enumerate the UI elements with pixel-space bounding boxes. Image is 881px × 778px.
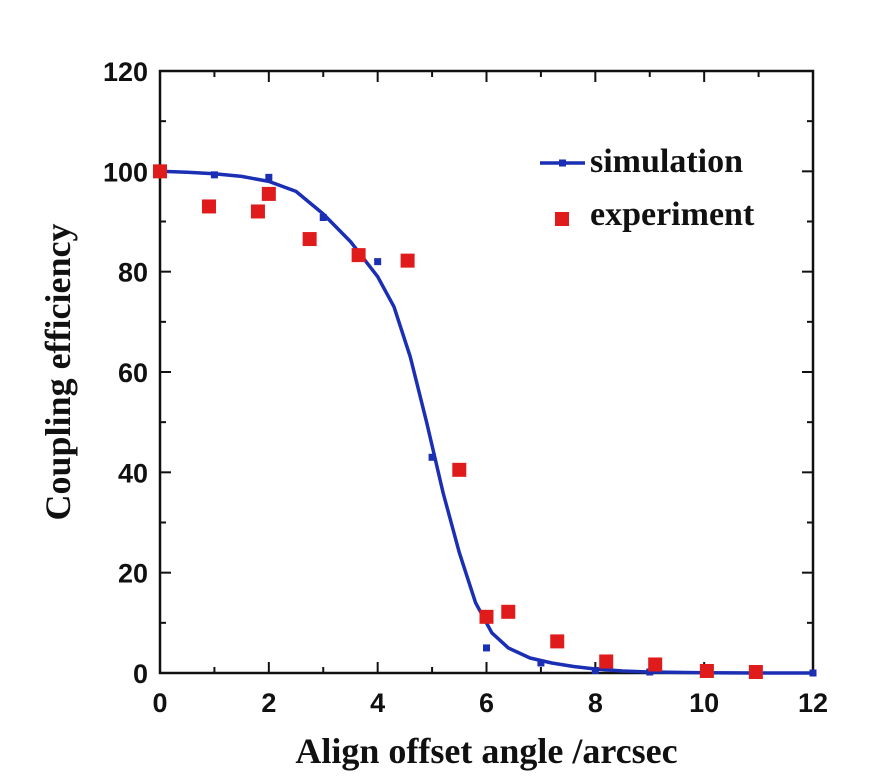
experiment-point [351,248,366,263]
simulation-line [159,169,813,675]
legend-simulation-label: simulation [590,143,743,180]
x-tick-label: 8 [588,688,603,718]
experiment-point [452,462,467,477]
y-tick-label: 120 [103,57,148,87]
experiment-point [599,654,614,669]
simulation-point [809,669,817,677]
legend: simulation experiment [540,143,755,233]
x-tick-label: 10 [689,688,719,718]
x-tick-label: 2 [261,688,276,718]
y-tick-label: 80 [118,258,148,288]
experiment-point [699,663,714,678]
simulation-point [319,213,327,221]
simulation-point [374,258,382,266]
x-tick-label: 6 [479,688,494,718]
legend-experiment-label: experiment [590,196,755,233]
simulation-point [646,668,654,676]
x-axis-title: Align offset angle /arcsec [295,731,677,771]
x-tick-label: 4 [370,688,385,718]
y-tick-label: 40 [118,458,148,488]
y-tick-label: 0 [133,659,148,689]
experiment-point [400,253,415,268]
legend-simulation-marker [559,159,566,167]
simulation-point [210,171,218,179]
y-tick-label: 60 [118,358,148,388]
experiment-point [250,204,265,219]
y-axis-title: Coupling efficiency [38,224,78,521]
axis-ticks [159,70,814,674]
experiment-point [748,664,763,679]
experiment-point [261,186,276,201]
simulation-point [428,453,436,461]
experiment-point [153,164,167,179]
experiment-point [501,604,516,619]
experiment-point [302,232,317,247]
y-tick-label: 100 [103,157,148,187]
y-tick-label: 20 [118,559,148,589]
simulation-point [537,659,545,667]
simulation-point [265,173,273,181]
experiment-point [550,634,565,649]
series-layer [153,164,817,679]
experiment-point [648,657,663,672]
legend-experiment-marker [555,212,569,226]
x-tick-label: 0 [152,688,167,718]
experiment-point [201,199,216,214]
simulation-point [483,644,490,652]
experiment-point [479,609,494,624]
x-tick-label: 12 [798,688,828,718]
simulation-point [591,666,599,674]
